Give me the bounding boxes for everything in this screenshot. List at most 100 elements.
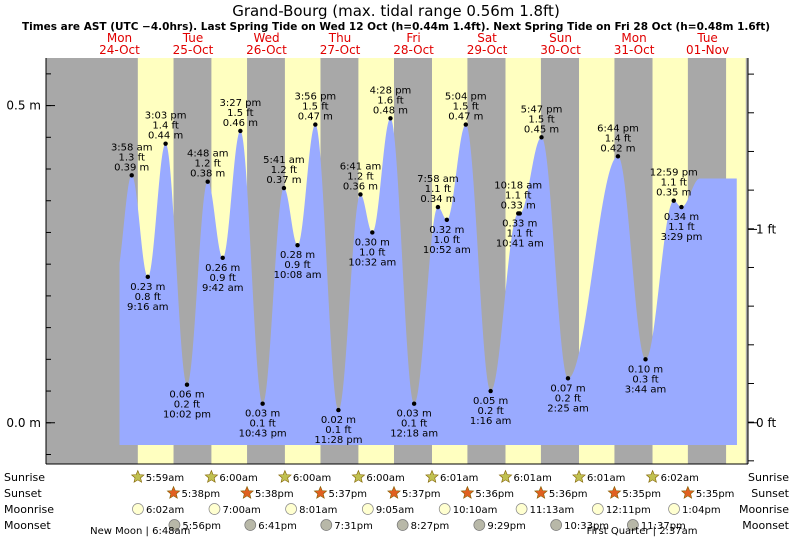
- tide-point: [444, 217, 450, 222]
- day-date: 29-Oct: [467, 43, 508, 57]
- tide-height-m: 0.02 m: [321, 415, 356, 426]
- tide-height-ft: 1.0 ft: [434, 235, 460, 246]
- tide-time: 9:42 am: [202, 283, 244, 294]
- day-date: 28-Oct: [393, 43, 434, 57]
- tide-time: 5:47 pm: [521, 104, 563, 115]
- tide-point: [336, 407, 341, 413]
- tide-height-m: 0.03 m: [397, 409, 432, 420]
- moonset-time: 5:56pm: [182, 521, 221, 532]
- tide-height-m: 0.38 m: [190, 169, 225, 180]
- moonrise-icon: [668, 503, 680, 515]
- tide-point: [281, 185, 287, 191]
- tide-height-ft: 0.3 ft: [632, 374, 658, 385]
- tide-time: 6:44 pm: [597, 123, 639, 134]
- moonset-time: 11:37pm: [641, 521, 686, 532]
- tide-point: [370, 230, 375, 235]
- sunset-time: 5:35pm: [622, 489, 661, 500]
- moonset-icon: [473, 519, 486, 531]
- tide-time: 9:16 am: [127, 302, 169, 313]
- tide-time: 10:41 am: [496, 238, 544, 249]
- tide-height-m: 0.46 m: [223, 118, 258, 129]
- tide-time: 2:25 am: [547, 403, 589, 414]
- sunrise-time: 6:01am: [587, 473, 625, 484]
- tide-time: 3:27 pm: [219, 98, 261, 109]
- tide-height-ft: 0.1 ft: [249, 419, 275, 430]
- day-date: 25-Oct: [173, 43, 214, 57]
- tide-height-ft: 1.1 ft: [661, 178, 687, 189]
- tide-point: [145, 274, 151, 280]
- tide-height-ft: 1.2 ft: [195, 159, 221, 170]
- tide-height-ft: 1.3 ft: [119, 152, 145, 163]
- sunrise-icon: [498, 469, 513, 483]
- moonrise-time: 10:10am: [453, 505, 498, 516]
- astro-row-label-left: Sunrise: [4, 471, 45, 484]
- tide-height-m: 0.28 m: [280, 250, 315, 261]
- tide-height-ft: 0.1 ft: [401, 419, 427, 430]
- tide-height-ft: 1.1 ft: [668, 222, 694, 233]
- tide-time: 10:08 am: [274, 270, 322, 281]
- tide-height-ft: 0.1 ft: [325, 425, 351, 436]
- day-date: 30-Oct: [540, 43, 581, 57]
- tide-time: 5:41 am: [263, 155, 305, 166]
- tide-point: [565, 376, 571, 381]
- tide-height-m: 0.07 m: [550, 383, 585, 394]
- tide-height-m: 0.48 m: [373, 105, 408, 116]
- tide-point: [411, 401, 417, 406]
- tide-height-m: 0.33 m: [502, 218, 537, 229]
- day-name: Sun: [549, 31, 572, 45]
- tide-height-ft: 1.1 ft: [505, 190, 531, 201]
- tide-point: [539, 135, 544, 140]
- tide-height-m: 0.32 m: [429, 225, 464, 236]
- tide-height-ft: 0.2 ft: [174, 400, 200, 411]
- moonset-icon: [396, 519, 409, 531]
- day-name: Wed: [253, 31, 279, 45]
- sunset-time: 5:38pm: [255, 489, 294, 500]
- sunset-icon: [607, 485, 622, 499]
- tide-height-m: 0.03 m: [245, 409, 280, 420]
- tide-height-ft: 0.9 ft: [210, 273, 236, 284]
- tide-height-m: 0.45 m: [524, 124, 559, 135]
- tide-height-m: 0.05 m: [473, 396, 508, 407]
- tide-height-m: 0.26 m: [205, 263, 240, 274]
- tide-time: 3:29 pm: [661, 232, 703, 243]
- day-name: Thu: [328, 31, 352, 45]
- sunrise-time: 6:02am: [661, 473, 699, 484]
- sunset-icon: [166, 485, 181, 499]
- sunset-time: 5:37pm: [328, 489, 367, 500]
- moonset-icon: [244, 519, 257, 531]
- tide-height-m: 0.35 m: [656, 188, 691, 199]
- moonset-time: 8:27pm: [411, 521, 450, 532]
- tide-height-m: 0.47 m: [448, 112, 483, 123]
- tide-height-ft: 1.1 ft: [507, 228, 533, 239]
- tide-time: 10:02 pm: [163, 410, 211, 421]
- moonset-time: 7:31pm: [334, 521, 373, 532]
- tide-height-ft: 1.2 ft: [347, 171, 373, 182]
- moonrise-icon: [361, 503, 374, 515]
- day-date: 26-Oct: [246, 43, 287, 57]
- astro-row-label-left: Sunset: [4, 487, 42, 500]
- tide-height-m: 0.34 m: [420, 194, 455, 205]
- y-tick-label-m: 0.0 m: [6, 416, 41, 430]
- tide-height-m: 0.44 m: [148, 131, 183, 142]
- moonrise-time: 7:00am: [222, 505, 260, 516]
- moonrise-icon: [515, 503, 528, 515]
- day-name: Mon: [621, 31, 646, 45]
- astro-row-label-right: Sunrise: [748, 471, 789, 484]
- moonset-time: 10:33pm: [564, 521, 609, 532]
- tide-height-m: 0.06 m: [169, 390, 204, 401]
- moonset-time: 6:41pm: [258, 521, 297, 532]
- tide-height-ft: 0.2 ft: [555, 393, 581, 404]
- tide-height-m: 0.36 m: [343, 181, 378, 192]
- sunrise-time: 6:00am: [293, 473, 331, 484]
- astro-row-label-left: Moonrise: [4, 503, 54, 516]
- sunrise-time: 6:01am: [440, 473, 478, 484]
- sunrise-icon: [130, 469, 145, 483]
- astro-row-label-left: Moonset: [4, 519, 51, 532]
- sunset-time: 5:36pm: [475, 489, 514, 500]
- sunset-time: 5:38pm: [182, 489, 221, 500]
- moonrise-icon: [591, 503, 604, 515]
- sunrise-time: 6:00am: [366, 473, 404, 484]
- tide-height-ft: 1.0 ft: [359, 247, 385, 258]
- moonrise-time: 11:13am: [530, 505, 575, 516]
- day-name: Mon: [107, 31, 132, 45]
